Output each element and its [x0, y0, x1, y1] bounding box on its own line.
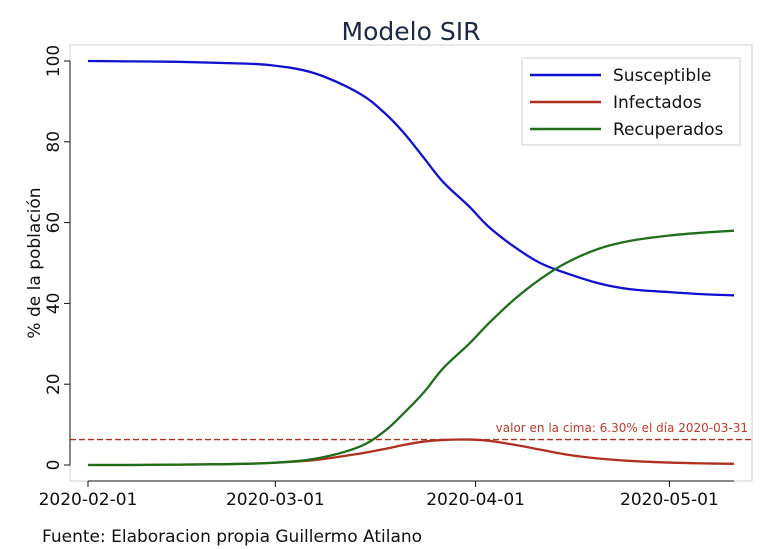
y-axis: 0 20 40 60 80 100	[44, 45, 71, 471]
y-tick-label: 80	[44, 131, 64, 153]
x-tick-label: 2020-05-01	[620, 490, 719, 510]
y-tick-label: 100	[44, 45, 64, 77]
series-group	[87, 59, 735, 467]
x-tick-label: 2020-04-01	[426, 490, 525, 510]
legend: Susceptible Infectados Recuperados	[521, 57, 741, 146]
y-tick-label: 60	[44, 212, 64, 234]
y-tick-label: 0	[44, 460, 64, 471]
legend-label-susceptible: Susceptible	[613, 66, 711, 86]
y-tick-label: 40	[44, 293, 64, 315]
y-tick-label: 20	[44, 373, 64, 395]
susceptible-line	[87, 59, 735, 297]
x-tick-label: 2020-02-01	[39, 490, 138, 510]
y-axis-label: % de la población	[25, 187, 45, 338]
x-axis: 2020-02-01 2020-03-01 2020-04-01 2020-05-01	[39, 480, 734, 510]
chart-title: Modelo SIR	[342, 17, 481, 46]
recuperados-line	[87, 229, 735, 467]
peak-annotation: valor en la cima: 6.30% el día 2020-03-3…	[496, 421, 748, 435]
legend-label-recuperados: Recuperados	[613, 120, 723, 140]
source-note: Fuente: Elaboracion propia Guillermo Ati…	[42, 527, 422, 547]
legend-label-infectados: Infectados	[613, 93, 702, 113]
x-tick-label: 2020-03-01	[226, 490, 325, 510]
